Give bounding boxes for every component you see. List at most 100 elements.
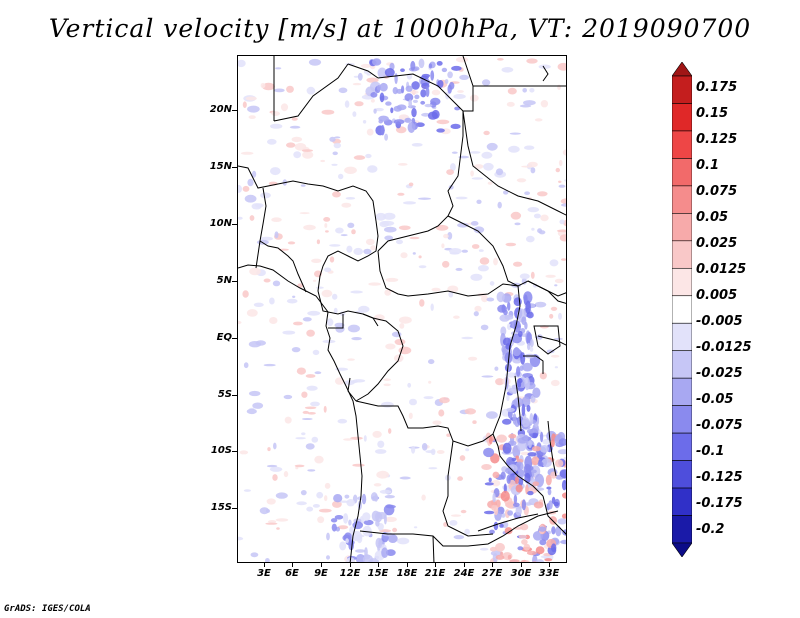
velocity-speckle [459,561,466,562]
velocity-speckle [291,136,303,143]
border-eq-guinea [328,314,344,329]
velocity-speckle [554,366,558,369]
velocity-speckle [505,242,517,247]
colorbar-segment [672,130,692,159]
velocity-speckle [532,432,538,439]
velocity-speckle [353,75,360,78]
velocity-speckle [545,474,552,486]
velocity-speckle [424,103,433,108]
velocity-speckle [352,463,365,467]
velocity-speckle [442,260,450,268]
velocity-speckle [385,504,396,509]
coastline [238,264,363,562]
velocity-speckle [420,89,427,98]
velocity-speckle [291,347,301,353]
velocity-speckle [492,471,500,479]
velocity-speckle [486,142,498,151]
velocity-speckle [307,412,316,415]
velocity-speckle [479,257,490,265]
velocity-speckle [503,309,508,316]
velocity-speckle [334,322,345,328]
velocity-speckle [535,546,545,555]
velocity-speckle [526,429,535,434]
velocity-speckle [376,470,390,479]
velocity-speckle [437,80,444,88]
cb-label: 0.025 [696,236,738,251]
velocity-speckle [450,123,461,129]
velocity-speckle [410,90,419,94]
velocity-speckle [409,398,417,406]
velocity-speckle [518,534,527,539]
lat-label-5n: 5N [216,275,232,286]
border-uganda-kenya [527,280,566,304]
velocity-speckle [268,520,277,524]
velocity-speckle [428,63,433,69]
velocity-speckle [238,216,243,220]
velocity-speckle [385,101,392,106]
velocity-speckle [531,446,541,452]
velocity-speckle [564,179,566,182]
velocity-speckle [521,403,526,417]
velocity-speckle [246,408,257,415]
velocity-speckle [305,374,316,378]
velocity-speckle [527,342,531,351]
velocity-speckle [537,461,544,467]
lon-label-3e: 3E [257,568,271,579]
velocity-speckle [430,70,435,81]
velocity-speckle [314,455,324,464]
velocity-speckle [335,227,344,234]
velocity-speckle [396,239,403,245]
velocity-speckle [457,90,464,93]
velocity-speckle [410,60,416,71]
velocity-speckle [497,201,502,209]
velocity-speckle [326,555,330,560]
velocity-speckle [479,547,489,551]
velocity-speckle [310,401,320,407]
velocity-speckle [271,111,280,116]
velocity-speckle [486,297,495,302]
velocity-speckle [535,559,545,562]
velocity-speckle [351,229,356,235]
velocity-speckle [347,324,360,333]
velocity-speckle [539,539,547,546]
velocity-speckle [515,484,523,493]
velocity-speckle [286,142,296,148]
velocity-speckle [550,306,558,311]
velocity-speckle [375,519,380,527]
velocity-speckle [421,494,426,501]
velocity-speckle [517,440,527,452]
velocity-speckle [246,309,258,317]
velocity-speckle [379,221,389,228]
velocity-speckle [329,244,341,247]
velocity-speckle [343,513,349,524]
velocity-speckle [464,408,476,415]
velocity-speckle [390,107,394,114]
velocity-speckle [474,305,482,312]
cb-label: 0.005 [696,288,738,303]
velocity-speckle [436,128,445,133]
velocity-speckle [559,219,565,225]
border-mali-algeria [273,63,349,122]
velocity-speckle [333,494,343,503]
velocity-speckle [534,118,543,122]
velocity-speckle [524,145,535,150]
velocity-speckle [242,101,247,108]
velocity-speckle [262,82,275,91]
velocity-speckle [441,243,445,249]
velocity-speckle [248,341,261,348]
velocity-speckle [260,236,273,241]
velocity-speckle [316,239,320,245]
velocity-speckle [293,151,302,159]
cb-label: -0.1 [696,444,725,459]
velocity-speckle [522,88,527,93]
border-niger-libya [377,73,464,136]
lat-tick [232,281,237,282]
velocity-speckle [453,315,460,319]
velocity-speckle [425,86,430,98]
velocity-speckle [509,559,520,562]
velocity-speckle [355,554,366,562]
velocity-speckle [326,318,334,327]
velocity-speckle [249,215,255,221]
velocity-speckle [523,100,536,106]
lat-tick [232,224,237,225]
